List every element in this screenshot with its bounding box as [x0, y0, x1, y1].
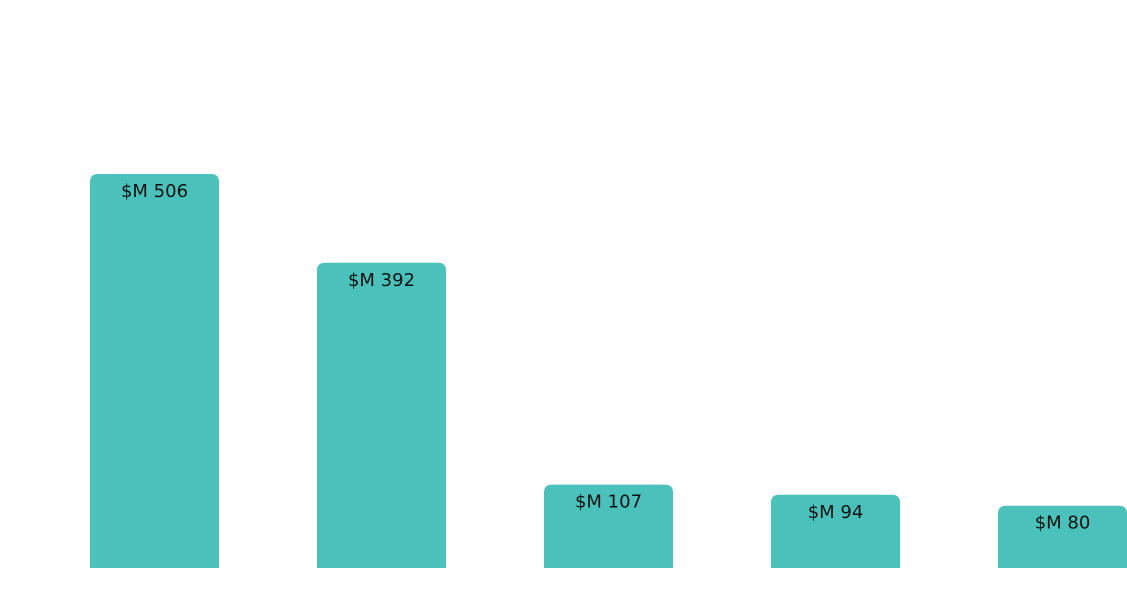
bar-1 [90, 174, 219, 568]
data-labels-group: $M 506 $M 392 $M 107 $M 94 $M 80 [121, 181, 1090, 534]
bar-4-value-label: $M 94 [808, 502, 864, 523]
bar-4 [771, 494, 900, 568]
bar-3-value-label: $M 107 [575, 492, 642, 513]
bar-2 [317, 262, 446, 568]
bar-5 [998, 505, 1127, 568]
bars-group [90, 174, 1127, 568]
bar-1-value-label: $M 506 [121, 181, 188, 202]
bar-3 [544, 484, 673, 568]
bar-2-value-label: $M 392 [348, 270, 415, 291]
bar-5-value-label: $M 80 [1035, 513, 1091, 534]
